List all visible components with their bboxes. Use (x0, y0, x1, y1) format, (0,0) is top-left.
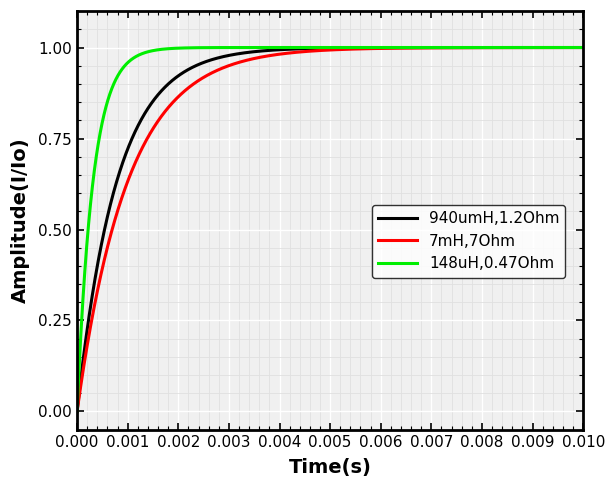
Legend: 940umH,1.2Ohm, 7mH,7Ohm, 148uH,0.47Ohm: 940umH,1.2Ohm, 7mH,7Ohm, 148uH,0.47Ohm (372, 205, 565, 278)
148uH,0.47Ohm (73, 408, 81, 414)
7mH,7Ohm (76, 392, 83, 398)
148uH,0.47Ohm (172, 45, 180, 51)
Line: 7mH,7Ohm: 7mH,7Ohm (77, 47, 583, 411)
148uH,0.47Ohm (103, 99, 111, 105)
940umH,1.2Ohm (580, 44, 587, 50)
148uH,0.47Ohm (580, 44, 587, 50)
7mH,7Ohm (553, 44, 560, 50)
Line: 940umH,1.2Ohm: 940umH,1.2Ohm (77, 47, 583, 411)
148uH,0.47Ohm (94, 142, 102, 148)
940umH,1.2Ohm (73, 408, 81, 414)
940umH,1.2Ohm (103, 214, 111, 220)
7mH,7Ohm (73, 408, 81, 414)
148uH,0.47Ohm (321, 44, 328, 50)
7mH,7Ohm (580, 44, 587, 50)
Y-axis label: Amplitude(I/Io): Amplitude(I/Io) (11, 138, 30, 303)
940umH,1.2Ohm (553, 44, 560, 50)
7mH,7Ohm (172, 96, 180, 102)
940umH,1.2Ohm (321, 45, 328, 51)
940umH,1.2Ohm (172, 74, 180, 80)
7mH,7Ohm (103, 244, 111, 250)
148uH,0.47Ohm (553, 44, 560, 50)
7mH,7Ohm (94, 285, 102, 291)
940umH,1.2Ohm (94, 259, 102, 265)
7mH,7Ohm (321, 47, 328, 53)
X-axis label: Time(s): Time(s) (289, 458, 371, 477)
148uH,0.47Ohm (76, 360, 83, 366)
940umH,1.2Ohm (76, 388, 83, 394)
Line: 148uH,0.47Ohm: 148uH,0.47Ohm (77, 47, 583, 411)
